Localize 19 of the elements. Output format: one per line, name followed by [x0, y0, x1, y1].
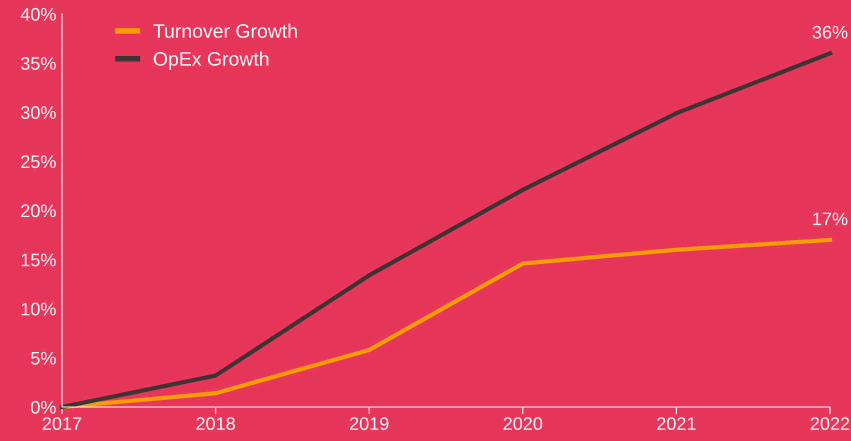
- x-tick-label: 2020: [504, 417, 542, 430]
- y-tick-label: 20%: [21, 204, 56, 218]
- y-tick-label: 15%: [22, 254, 56, 266]
- x-tick-label: 2018: [196, 417, 235, 430]
- y-tick-label: 5%: [31, 352, 56, 365]
- x-tick-label: 2021: [657, 417, 696, 430]
- y-tick-label: 10%: [22, 302, 56, 316]
- y-tick-label: 0%: [31, 400, 56, 414]
- y-tick-label: 40%: [20, 8, 56, 21]
- x-tick-label: 2019: [350, 417, 388, 430]
- x-tick-label: 2022: [810, 417, 850, 430]
- legend-label: Turnover Growth: [153, 24, 297, 38]
- x-tick-label: 2017: [42, 417, 82, 430]
- y-tick-label: 25%: [21, 155, 56, 168]
- legend-label: OpEx Growth: [154, 51, 268, 70]
- y-tick-label: 35%: [20, 57, 56, 70]
- data-label: 17%: [813, 212, 848, 226]
- y-tick-label: 30%: [20, 106, 56, 119]
- data-label: 36%: [812, 26, 848, 39]
